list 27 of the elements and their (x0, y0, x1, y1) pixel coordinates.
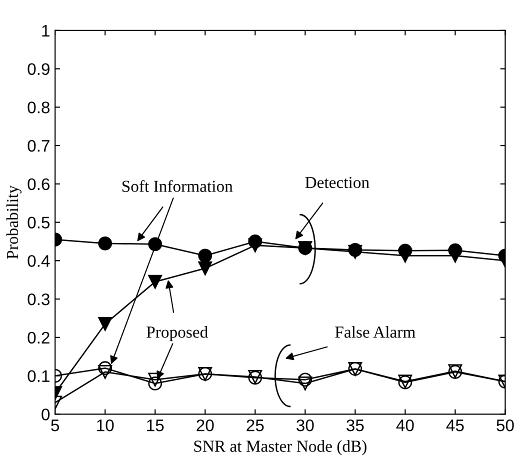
x-tick-label: 40 (396, 419, 414, 432)
y-tick-label: 1 (42, 24, 50, 36)
y-tick-label: 0.9 (28, 63, 50, 75)
annotation: Soft Information (122, 180, 233, 192)
y-tick-label: 0.4 (28, 255, 50, 267)
annotation: Detection (305, 176, 370, 188)
x-tick-label: 10 (97, 419, 114, 432)
y-axis-title: Probability (6, 185, 22, 259)
y-tick-label: 0.8 (28, 102, 50, 114)
x-tick-label: 15 (147, 420, 164, 432)
y-tick-label: 0.7 (28, 140, 50, 152)
y-tick-label: 0.1 (28, 370, 50, 382)
x-tick-label: 50 (496, 419, 514, 432)
x-tick-label: 30 (296, 419, 314, 432)
x-tick-label: 20 (196, 419, 214, 432)
y-tick-label: 0.5 (28, 216, 50, 229)
y-tick-label: 0.3 (28, 293, 50, 306)
x-tick-label: 35 (346, 419, 364, 432)
y-tick-label: 0 (42, 408, 50, 420)
x-tick-label: 45 (446, 420, 464, 432)
x-tick-label: 5 (51, 420, 60, 432)
x-axis-title: SNR at Master Node (dB) (194, 440, 366, 456)
y-tick-label: 0.2 (28, 332, 50, 344)
annotation: Proposed (146, 326, 208, 342)
y-tick-label: 0.6 (28, 178, 50, 190)
x-tick-label: 25 (246, 419, 264, 432)
annotation: False Alarm (335, 326, 416, 338)
